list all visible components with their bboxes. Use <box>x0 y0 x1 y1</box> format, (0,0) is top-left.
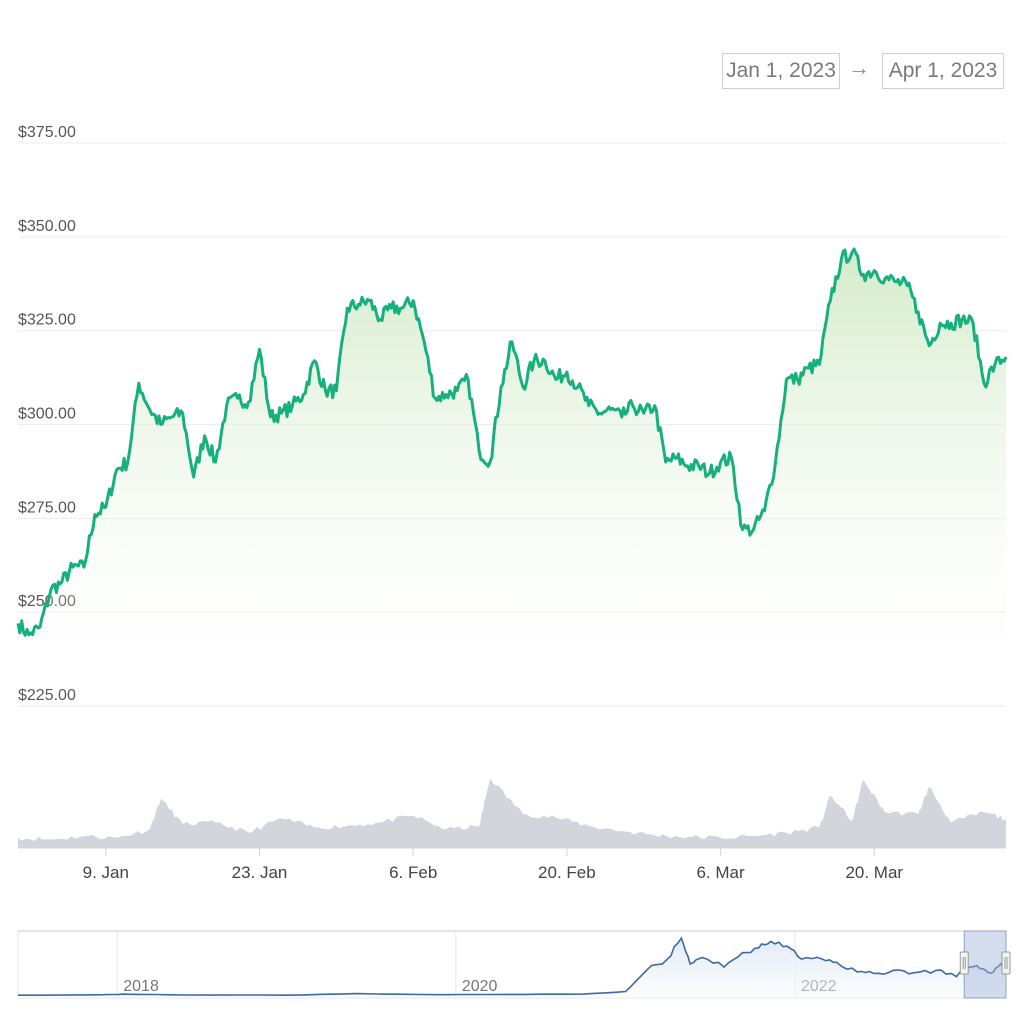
x-tick-label: 6. Feb <box>389 863 437 882</box>
y-tick-label: $350.00 <box>18 218 76 235</box>
arrow-right-icon: → <box>848 55 870 80</box>
navigator-handle[interactable] <box>959 951 969 975</box>
volume-area <box>18 778 1006 848</box>
navigator-handle[interactable] <box>1001 951 1011 975</box>
y-tick-label: $300.00 <box>18 406 76 423</box>
navigator-tick-label: 2020 <box>462 978 498 995</box>
navigator-handle-grip[interactable] <box>959 951 969 975</box>
date-from-input[interactable]: Jan 1, 2023 <box>722 53 840 89</box>
navigator[interactable]: 201820202022 <box>17 930 1011 999</box>
y-tick-label: $375.00 <box>18 124 76 141</box>
x-tick-label: 23. Jan <box>232 863 288 882</box>
x-tick-label: 20. Mar <box>845 863 903 882</box>
navigator-area <box>18 938 1006 998</box>
navigator-handle-grip[interactable] <box>1001 951 1011 975</box>
x-tick-label: 6. Mar <box>696 863 745 882</box>
date-range-selector: Jan 1, 2023 → Apr 1, 2023 <box>722 53 1004 89</box>
x-tick-label: 20. Feb <box>538 863 596 882</box>
date-to-input[interactable]: Apr 1, 2023 <box>882 53 1004 89</box>
price-series <box>16 247 1008 706</box>
price-line <box>16 247 1008 637</box>
navigator-tick-label: 2018 <box>123 978 159 995</box>
price-area-fill <box>18 249 1006 706</box>
y-tick-label: $275.00 <box>18 499 76 516</box>
navigator-selection[interactable] <box>963 930 1007 999</box>
x-axis: 9. Jan 23. Jan 6. Feb 20. Feb 6. Mar 20. Mar <box>83 848 903 882</box>
y-tick-label: $325.00 <box>18 312 76 329</box>
navigator-line <box>18 936 1007 997</box>
x-tick-label: 9. Jan <box>83 863 129 882</box>
volume-area-path <box>18 778 1006 848</box>
